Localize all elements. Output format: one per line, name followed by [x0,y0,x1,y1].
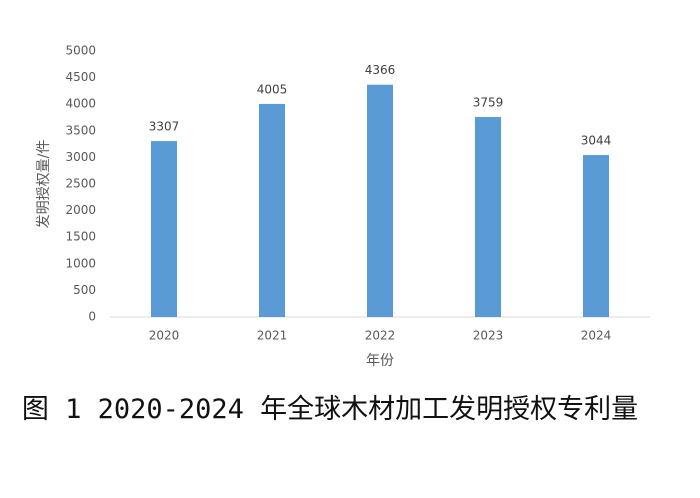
y-tick-label: 2000 [65,203,96,217]
x-tick-label: 2024 [581,329,612,343]
y-tick-label: 0 [88,310,96,324]
y-tick-label: 5000 [65,44,96,58]
value-label: 3307 [149,120,180,134]
value-label: 4005 [257,82,288,96]
y-tick-label: 2500 [65,177,96,191]
x-tick-label: 2022 [365,329,396,343]
bar [259,103,285,318]
y-tick-label: 1500 [65,230,96,244]
value-label: 3759 [473,96,504,110]
bar [475,117,501,317]
y-tick-label: 500 [73,283,96,297]
y-axis-title: 发明授权量/件 [36,140,52,229]
x-tick-label: 2023 [473,329,504,343]
value-label: 4366 [365,63,396,77]
y-tick-label: 3500 [65,123,96,137]
y-tick-label: 4000 [65,97,96,111]
y-tick-label: 1000 [65,256,96,270]
chart: 年份 发明授权量/件 0 500 1000 1500 2000 2500 3000 3500 4… [36,44,650,369]
x-tick-label: 2021 [257,329,288,343]
value-label: 3044 [581,134,612,148]
bar [583,155,609,317]
y-tick-label: 3000 [65,150,96,164]
bar [367,84,393,318]
x-tick-label: 2020 [149,329,180,343]
x-axis-title: 年份 [366,353,394,369]
caption: 图 1 2020-2024 年全球木材加工发明授权专利量 [21,394,639,425]
bar [151,141,177,317]
y-tick-label: 4500 [65,70,96,84]
